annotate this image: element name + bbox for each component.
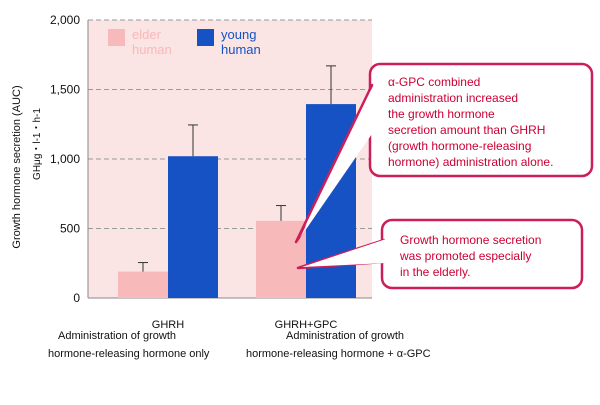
x-tick-label: GHRH+GPC	[275, 319, 338, 331]
legend-label-young: human	[221, 42, 261, 57]
y-axis-title: Growth hormone secretion (AUC)	[11, 85, 23, 248]
y-tick-label: 500	[60, 222, 80, 236]
category-description-2-line-1: Administration of growth	[286, 330, 404, 342]
callouts: α-GPC combined administration increased th…	[294, 62, 594, 290]
y-tick-labels: 0 500 1,000 1,500 2,000	[50, 13, 80, 305]
y-axis-unit: GHμg・l-1・h-1	[32, 108, 43, 180]
callout-1-line: administration increased	[388, 91, 518, 105]
callout-1-line: secretion amount than GHRH	[388, 123, 545, 137]
callout-pointer-fill-1	[300, 84, 374, 238]
callout-1-line: (growth hormone-releasing	[388, 139, 531, 153]
legend-label-young: young	[221, 27, 256, 42]
legend-swatch-young	[197, 29, 214, 46]
bar-elder-1	[118, 271, 168, 298]
category-description-1-line-1: Administration of growth	[58, 330, 176, 342]
y-tick-label: 1,500	[50, 83, 80, 97]
y-tick-label: 0	[73, 291, 80, 305]
category-description-1-line-2: hormone-releasing hormone only	[48, 348, 210, 360]
callout-pointer-fill-2	[302, 239, 386, 267]
legend-swatch-elder	[108, 29, 125, 46]
x-tick-labels: GHRH GHRH+GPC	[152, 319, 338, 331]
legend-label-elder: human	[132, 42, 172, 57]
callout-2-line: Growth hormone secretion	[400, 233, 541, 247]
x-tick-label: GHRH	[152, 319, 184, 331]
y-tick-label: 1,000	[50, 152, 80, 166]
callout-1-line: hormone) administration alone.	[388, 155, 553, 169]
bar-young-1	[168, 156, 218, 298]
y-tick-label: 2,000	[50, 13, 80, 27]
callout-1-line: α-GPC combined	[388, 75, 480, 89]
category-description-2-line-2: hormone-releasing hormone + α-GPC	[246, 348, 431, 360]
bar-elder-2	[256, 220, 306, 298]
callout-1-line: the growth hormone	[388, 107, 495, 121]
callout-2-line: in the elderly.	[400, 265, 470, 279]
callout-2-line: was promoted especially	[399, 249, 531, 263]
legend-label-elder: elder	[132, 27, 162, 42]
